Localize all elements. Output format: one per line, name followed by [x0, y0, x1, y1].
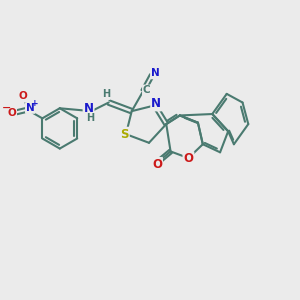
Text: C: C — [143, 85, 151, 95]
Text: O: O — [19, 92, 27, 101]
Text: N: N — [84, 102, 94, 115]
Text: S: S — [120, 128, 129, 141]
Text: N: N — [151, 68, 160, 78]
Text: −: − — [2, 102, 11, 112]
Text: +: + — [31, 99, 38, 108]
Text: N: N — [151, 98, 161, 110]
Text: H: H — [86, 113, 94, 123]
Text: O: O — [8, 108, 16, 118]
Text: O: O — [183, 152, 194, 165]
Text: N: N — [26, 103, 34, 113]
Text: H: H — [102, 89, 110, 100]
Text: O: O — [152, 158, 162, 171]
